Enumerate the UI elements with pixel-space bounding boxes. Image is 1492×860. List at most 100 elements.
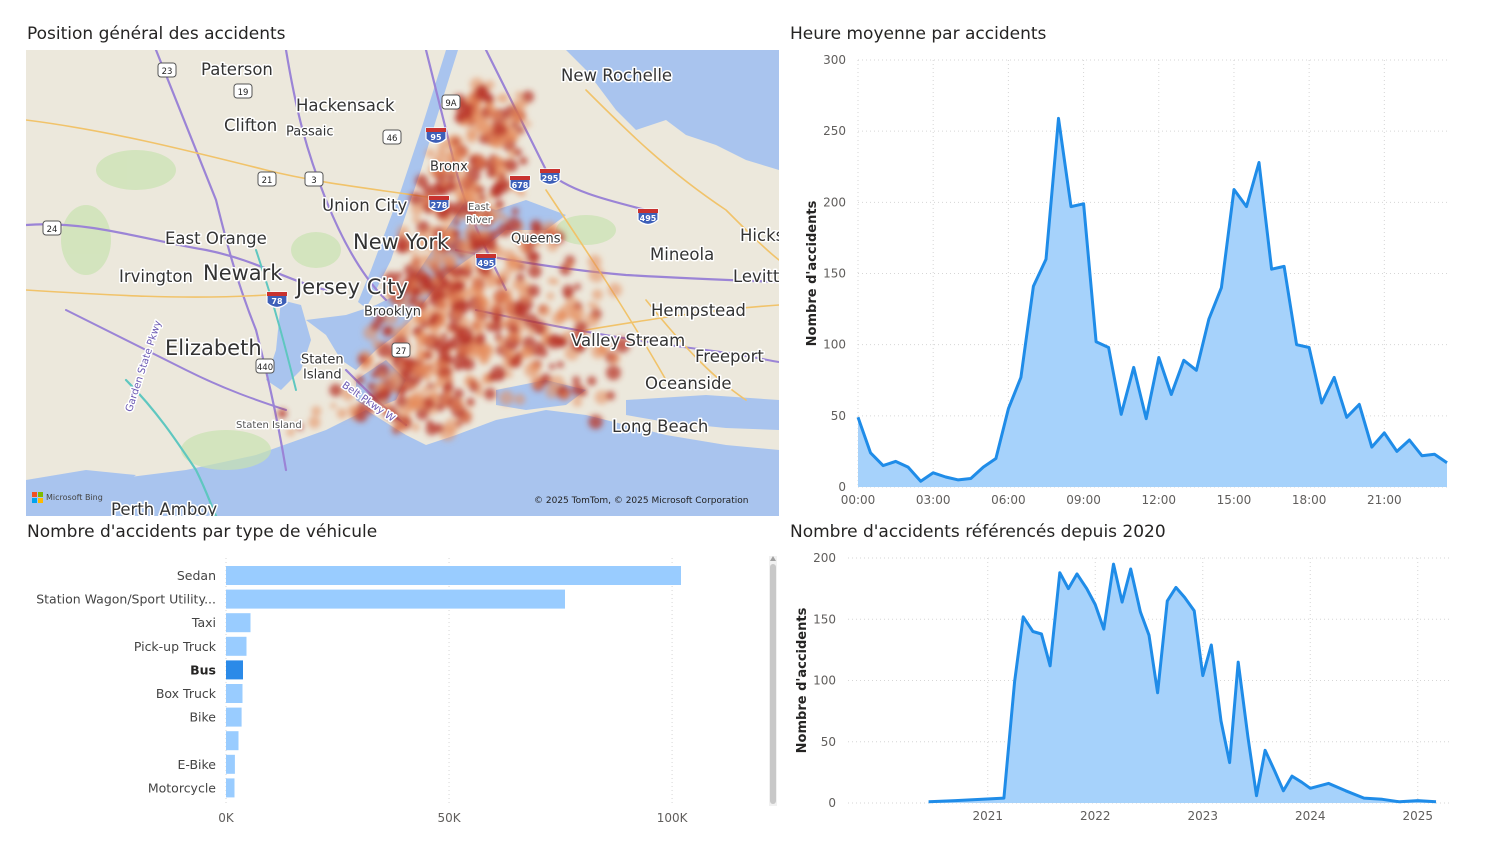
heat-dot	[498, 173, 506, 180]
heat-dot	[392, 293, 402, 303]
category-label[interactable]: Taxi	[191, 615, 216, 630]
heat-dot	[368, 391, 381, 405]
heat-dot	[354, 408, 368, 423]
highway-shields: 23 19 21 3 46 95 278 678 295 9A 24 78 440 27 495 495	[42, 62, 659, 374]
map-title: Position général des accidents	[27, 24, 286, 44]
svg-text:23: 23	[162, 67, 173, 77]
year-chart-svg[interactable]: 0 50 100 150 200 2021 2022 2023 2024 2025 Nombre d…	[786, 545, 1462, 850]
heat-dot	[605, 391, 616, 401]
heat-dot	[484, 95, 492, 104]
heat-dot	[514, 393, 526, 405]
heat-dot	[357, 401, 367, 411]
heat-dot	[392, 326, 405, 339]
scroll-up-icon[interactable]	[770, 556, 776, 561]
category-label[interactable]: Station Wagon/Sport Utility...	[36, 592, 216, 607]
vehicle-chart-scrollbar[interactable]	[769, 556, 777, 806]
heat-dot	[476, 214, 488, 226]
y-tick-label: 50	[821, 735, 836, 749]
highway-shield: 440	[255, 358, 275, 374]
scrollbar-thumb[interactable]	[770, 564, 776, 804]
category-label[interactable]: Motorcycle	[148, 780, 216, 795]
bar[interactable]	[226, 566, 681, 585]
hour-chart[interactable]: 0 50 100 150 200 250 300 00:00 03:00 06:00 09:00 12…	[786, 50, 1462, 520]
bar[interactable]	[226, 636, 247, 656]
svg-text:295: 295	[542, 174, 559, 183]
category-label[interactable]: Bike	[189, 710, 216, 725]
bar[interactable]	[226, 589, 565, 609]
svg-text:95: 95	[430, 133, 442, 142]
heat-dot	[571, 383, 584, 396]
vehicle-chart-svg[interactable]: 0K 50K 100K Sedan Station Wagon/Sport Utilit…	[26, 550, 768, 850]
heat-dot	[491, 321, 503, 333]
heat-dot	[441, 231, 453, 243]
heat-dot	[336, 408, 348, 419]
series-area	[928, 564, 1436, 803]
heat-dot	[428, 225, 437, 234]
heat-dot	[452, 137, 460, 145]
category-label[interactable]: E-Bike	[178, 757, 217, 772]
heat-dot	[396, 421, 407, 433]
heat-dot	[494, 199, 505, 210]
heat-dot	[448, 291, 460, 303]
bar[interactable]	[226, 754, 235, 774]
series-line[interactable]	[856, 116, 1448, 483]
bar[interactable]	[226, 684, 243, 703]
category-label[interactable]: Sedan	[177, 568, 216, 583]
series-line[interactable]	[928, 562, 1437, 804]
heat-dot	[497, 371, 504, 379]
heat-dot	[374, 363, 390, 379]
heat-dot	[489, 273, 503, 287]
heat-dot	[484, 80, 495, 90]
heat-dot	[562, 284, 575, 297]
map-label: Perth Amboy	[111, 500, 217, 516]
highway-shield: 95	[425, 127, 447, 145]
year-chart[interactable]: 0 50 100 150 200 2021 2022 2023 2024 2025 Nombre d…	[786, 545, 1462, 850]
heat-dot	[506, 256, 519, 268]
heat-dot	[441, 179, 449, 188]
map-canvas[interactable]: 23 19 21 3 46 95 278 678 295 9A 24 78 440 27 495 495 Pa…	[26, 50, 779, 516]
heat-dot	[531, 348, 540, 357]
hour-chart-title: Heure moyenne par accidents	[790, 24, 1047, 44]
bar[interactable]	[226, 660, 243, 680]
svg-text:78: 78	[271, 297, 283, 306]
vehicle-chart[interactable]: 0K 50K 100K Sedan Station Wagon/Sport Utilit…	[26, 550, 768, 850]
category-label[interactable]: Pick-up Truck	[134, 639, 217, 654]
category-label[interactable]: Box Truck	[156, 686, 217, 701]
heat-dot	[413, 287, 422, 296]
heat-dot	[311, 406, 322, 417]
heat-dot	[398, 385, 407, 393]
map-label: Staten Island	[236, 420, 302, 431]
heat-dot	[433, 423, 444, 434]
heat-dot	[490, 155, 502, 166]
accident-map[interactable]: 23 19 21 3 46 95 278 678 295 9A 24 78 440 27 495 495 Pa…	[26, 50, 779, 516]
highway-shield: 24	[42, 220, 62, 236]
heat-dot	[502, 318, 512, 329]
heat-dot	[605, 365, 621, 381]
highway-shield: 3	[304, 171, 324, 187]
map-label: Valley Stream	[571, 331, 685, 350]
heat-dot	[370, 371, 378, 379]
bar[interactable]	[226, 613, 251, 633]
heat-dot	[357, 354, 368, 365]
heat-dot	[421, 362, 437, 378]
bar[interactable]	[226, 707, 242, 727]
bar[interactable]	[226, 731, 239, 751]
y-tick-label: 50	[831, 409, 846, 423]
heat-dot	[510, 108, 527, 125]
y-tick-label: 150	[813, 612, 836, 626]
hour-chart-svg[interactable]: 0 50 100 150 200 250 300 00:00 03:00 06:00 09:00 12…	[786, 50, 1462, 520]
heat-dot	[467, 343, 483, 359]
y-tick-label: 0	[838, 480, 846, 494]
bar[interactable]	[226, 778, 235, 798]
microsoft-logo-icon	[32, 492, 43, 503]
category-label[interactable]: Bus	[190, 662, 216, 677]
heat-dot	[415, 407, 429, 421]
highway-shield: 495	[475, 253, 497, 271]
heat-dot	[474, 295, 489, 311]
heat-dot	[587, 376, 597, 386]
heat-dot	[456, 173, 471, 188]
heat-dot	[505, 370, 513, 379]
map-label: Irvington	[119, 267, 193, 286]
map-label: Newark	[203, 261, 283, 285]
heat-dot	[545, 384, 560, 399]
